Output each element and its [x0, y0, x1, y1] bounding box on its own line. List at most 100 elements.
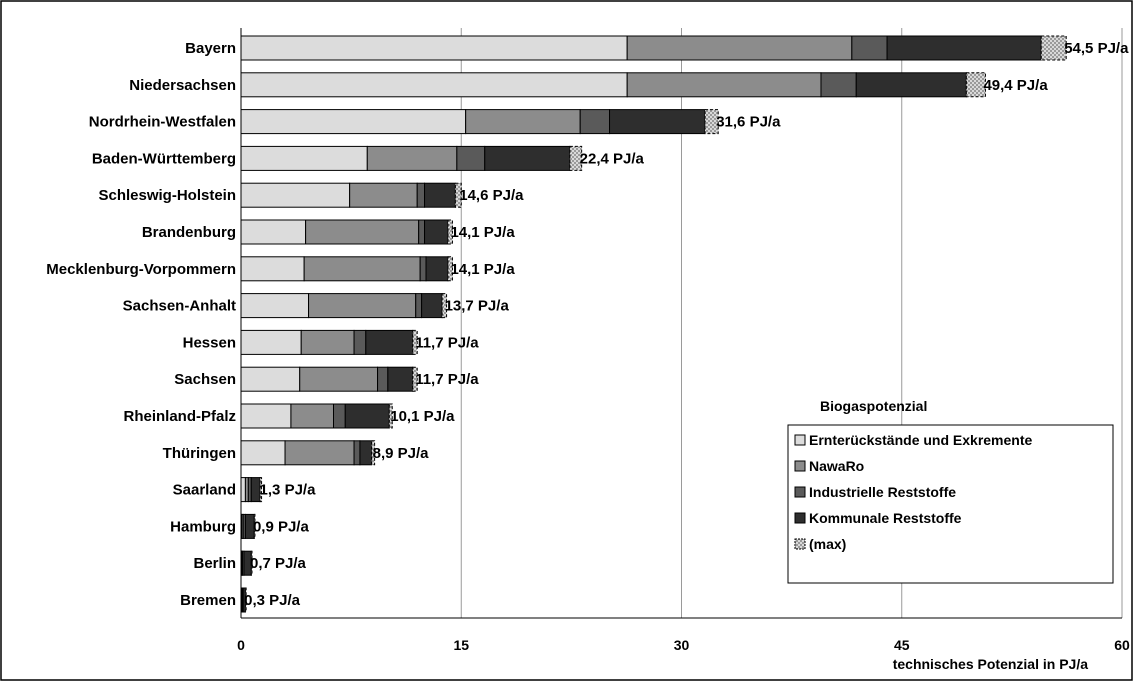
- bar-bayern-kommunale-reststoffe: [886, 35, 1042, 61]
- bar-hessen-kommunale-reststoffe: [365, 329, 414, 355]
- bar-mecklenburg-vorpommern-ernterueckstaende-und-exkremente: [240, 256, 305, 282]
- bar-hessen-industrielle-reststoffe: [353, 329, 367, 355]
- value-label-bremen: 0,3 PJ/a: [244, 592, 301, 609]
- category-label-hamburg: Hamburg: [170, 518, 236, 535]
- legend: Biogaspotenzial Ernterückstände und Exkr…: [787, 398, 1114, 584]
- legend-swatch-max: [794, 538, 806, 550]
- value-label-schleswig-holstein: 14,6 PJ/a: [459, 187, 524, 204]
- value-label-berlin: 0,7 PJ/a: [250, 555, 307, 572]
- legend-label-industrielle-reststoffe: Industrielle Reststoffe: [809, 484, 956, 500]
- bar-niedersachsen-industrielle-reststoffe: [820, 72, 857, 98]
- bar-nordrhein-westfalen-kommunale-reststoffe: [609, 109, 706, 135]
- bar-bayern-industrielle-reststoffe: [851, 35, 888, 61]
- bar-rheinland-pfalz-kommunale-reststoffe: [344, 403, 390, 429]
- bar-nordrhein-westfalen-ernterueckstaende-und-exkremente: [240, 109, 467, 135]
- category-label-mecklenburg-vorpommern: Mecklenburg-Vorpommern: [46, 261, 236, 278]
- bar-brandenburg-max: [447, 219, 453, 245]
- value-label-bayern: 54,5 PJ/a: [1064, 40, 1129, 57]
- category-label-sachsen: Sachsen: [174, 371, 236, 388]
- bar-sachsen-kommunale-reststoffe: [387, 366, 414, 392]
- value-label-nordrhein-westfalen: 31,6 PJ/a: [716, 114, 781, 131]
- category-label-berlin: Berlin: [193, 555, 236, 572]
- bar-sachsen-nawaro: [299, 366, 379, 392]
- bar-hamburg-max: [253, 513, 256, 539]
- bar-nordrhein-westfalen-nawaro: [465, 109, 581, 135]
- x-tick-label-0: 0: [237, 637, 245, 653]
- bar-schleswig-holstein-kommunale-reststoffe: [424, 182, 456, 208]
- bar-sachsen-anhalt-max: [441, 293, 448, 319]
- category-label-niedersachsen: Niedersachsen: [129, 77, 236, 94]
- value-label-sachsen-anhalt: 13,7 PJ/a: [445, 298, 510, 315]
- value-label-thueringen: 8,9 PJ/a: [373, 445, 430, 462]
- bar-schleswig-holstein-industrielle-reststoffe: [416, 182, 426, 208]
- bar-saarland-ernterueckstaende-und-exkremente: [240, 477, 246, 503]
- category-label-brandenburg: Brandenburg: [142, 224, 236, 241]
- bar-nordrhein-westfalen-industrielle-reststoffe: [579, 109, 611, 135]
- bar-sachsen-anhalt-kommunale-reststoffe: [421, 293, 443, 319]
- bar-niedersachsen-kommunale-reststoffe: [855, 72, 967, 98]
- bar-niedersachsen-nawaro: [626, 72, 822, 98]
- bar-brandenburg-ernterueckstaende-und-exkremente: [240, 219, 307, 245]
- x-axis: technisches Potenzial in PJ/a 0 15 30 45 60: [237, 28, 1130, 672]
- bar-thueringen-ernterueckstaende-und-exkremente: [240, 440, 286, 466]
- x-tick-label-15: 15: [453, 637, 469, 653]
- bar-thueringen-kommunale-reststoffe: [359, 440, 373, 466]
- x-tick-label-30: 30: [674, 637, 690, 653]
- legend-label-max: (max): [809, 536, 846, 552]
- category-label-bayern: Bayern: [185, 40, 236, 57]
- bar-sachsen-industrielle-reststoffe: [377, 366, 389, 392]
- bar-niedersachsen-max: [965, 72, 986, 98]
- value-label-hessen: 11,7 PJ/a: [415, 334, 479, 351]
- bar-baden-wuerttemberg-ernterueckstaende-und-exkremente: [240, 145, 368, 171]
- value-label-saarland: 1,3 PJ/a: [260, 482, 317, 499]
- bars: [240, 35, 1067, 613]
- bar-thueringen-industrielle-reststoffe: [353, 440, 361, 466]
- bar-berlin-max: [250, 550, 253, 576]
- bar-nordrhein-westfalen-max: [704, 109, 719, 135]
- category-label-rheinland-pfalz: Rheinland-Pfalz: [123, 408, 236, 425]
- value-label-sachsen: 11,7 PJ/a: [415, 371, 479, 388]
- bar-rheinland-pfalz-ernterueckstaende-und-exkremente: [240, 403, 292, 429]
- labels: Bayern 54,5 PJ/a Niedersachsen 49,4 PJ/a Nor…: [46, 40, 1129, 609]
- bar-thueringen-max: [371, 440, 376, 466]
- category-label-sachsen-anhalt: Sachsen-Anhalt: [123, 298, 236, 315]
- legend-label-kommunale-reststoffe: Kommunale Reststoffe: [809, 510, 962, 526]
- legend-swatch-nawaro: [794, 460, 806, 472]
- category-label-schleswig-holstein: Schleswig-Holstein: [98, 187, 236, 204]
- bar-brandenburg-kommunale-reststoffe: [424, 219, 449, 245]
- legend-swatch-kommunale-reststoffe: [794, 512, 806, 524]
- bar-mecklenburg-vorpommern-industrielle-reststoffe: [419, 256, 427, 282]
- bar-sachsen-anhalt-ernterueckstaende-und-exkremente: [240, 293, 310, 319]
- x-tick-label-45: 45: [894, 637, 910, 653]
- value-label-hamburg: 0,9 PJ/a: [253, 518, 310, 535]
- bar-sachsen-max: [412, 366, 418, 392]
- value-label-rheinland-pfalz: 10,1 PJ/a: [390, 408, 455, 425]
- legend-swatch-industrielle-reststoffe: [794, 486, 806, 498]
- legend-title: Biogaspotenzial: [820, 398, 927, 414]
- legend-label-nawaro: NawaRo: [809, 458, 864, 474]
- bar-mecklenburg-vorpommern-kommunale-reststoffe: [425, 256, 449, 282]
- bar-bremen-max: [244, 587, 247, 613]
- category-label-thueringen: Thüringen: [163, 445, 236, 462]
- bar-rheinland-pfalz-max: [388, 403, 393, 429]
- bar-brandenburg-nawaro: [305, 219, 420, 245]
- category-label-saarland: Saarland: [173, 482, 236, 499]
- bar-baden-wuerttemberg-industrielle-reststoffe: [456, 145, 486, 171]
- category-label-hessen: Hessen: [183, 334, 236, 351]
- category-label-baden-wuerttemberg: Baden-Württemberg: [92, 150, 236, 167]
- bar-hessen-nawaro: [300, 329, 355, 355]
- category-label-bremen: Bremen: [180, 592, 236, 609]
- bar-baden-wuerttemberg-nawaro: [366, 145, 458, 171]
- bar-mecklenburg-vorpommern-nawaro: [303, 256, 421, 282]
- bar-bayern-ernterueckstaende-und-exkremente: [240, 35, 628, 61]
- bar-baden-wuerttemberg-kommunale-reststoffe: [484, 145, 571, 171]
- bar-bayern-nawaro: [626, 35, 853, 61]
- bar-schleswig-holstein-nawaro: [349, 182, 418, 208]
- value-label-niedersachsen: 49,4 PJ/a: [983, 77, 1048, 94]
- value-label-mecklenburg-vorpommern: 14,1 PJ/a: [450, 261, 515, 278]
- bar-bayern-max: [1040, 35, 1067, 61]
- bar-mecklenburg-vorpommern-max: [447, 256, 453, 282]
- category-label-nordrhein-westfalen: Nordrhein-Westfalen: [89, 114, 236, 131]
